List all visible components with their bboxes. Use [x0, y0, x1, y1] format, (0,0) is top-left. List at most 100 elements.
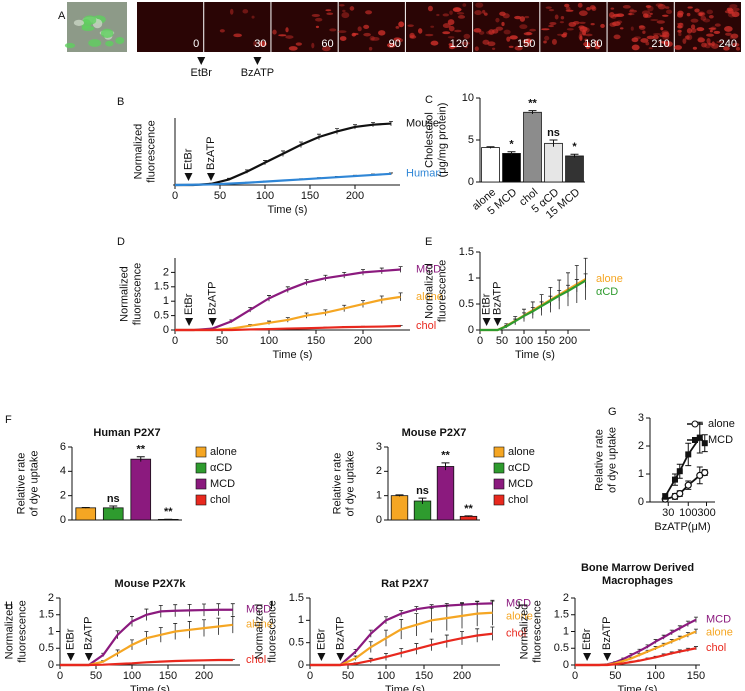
cell-signal: [541, 28, 550, 31]
x-axis-label: Time (s): [618, 684, 658, 691]
frame-time: 90: [389, 38, 401, 50]
cell-signal: [295, 42, 303, 46]
error-bar: [464, 515, 473, 517]
x-tick-label: 300: [697, 507, 715, 519]
series-line: [174, 172, 392, 187]
cell-signal: [242, 9, 249, 14]
cell-signal: [463, 33, 471, 39]
cell-signal: [495, 26, 504, 31]
cell-signal: [731, 11, 740, 18]
series-label: alone: [706, 627, 733, 639]
cell-signal: [272, 29, 277, 35]
x-tick-label: 100: [260, 335, 278, 347]
cell-signal: [727, 8, 734, 14]
cell-signal: [674, 45, 682, 50]
cell-signal: [696, 27, 705, 32]
cell-signal: [735, 46, 741, 51]
cell-signal: [645, 41, 650, 46]
cell-signal: [501, 21, 505, 27]
cell-signal: [560, 16, 565, 20]
cell-signal: [708, 27, 716, 30]
cell-signal: [702, 18, 711, 23]
cell-signal: [650, 18, 659, 21]
legend-marker: [692, 437, 698, 443]
legend-swatch: [493, 462, 505, 474]
y-tick-label: 2: [563, 592, 569, 604]
x-tick-label: 100: [515, 335, 533, 347]
cell-signal: [708, 14, 714, 19]
cell-signal: [315, 25, 320, 29]
series-line: [310, 632, 493, 667]
cell-signal: [321, 46, 331, 52]
y-axis-label: fluorescence: [16, 600, 28, 662]
error-bar: [528, 110, 537, 114]
series-label: MCD: [706, 614, 731, 626]
cell: [64, 42, 76, 49]
cell-signal: [622, 4, 631, 9]
point: [662, 493, 669, 500]
x-tick-label: 0: [172, 335, 178, 347]
error-bar: [395, 494, 404, 497]
x-tick-label: 200: [453, 670, 471, 682]
cell-signal: [619, 27, 624, 30]
chart-title: Bone Marrow Derived: [581, 562, 694, 574]
y-tick-label: 0.5: [459, 298, 474, 310]
cell-signal: [396, 38, 404, 43]
cell-signal: [656, 20, 666, 24]
error-bar: [109, 505, 118, 510]
cell-signal: [585, 43, 591, 50]
cell-signal: [349, 6, 355, 11]
cell-signal: [453, 7, 462, 12]
cell-signal: [461, 41, 470, 45]
panel-label: F: [5, 414, 12, 426]
cell-signal: [690, 28, 697, 33]
cell-signal: [652, 33, 662, 36]
cell-signal: [449, 10, 453, 15]
cell-signal: [731, 42, 740, 47]
cell-signal: [448, 25, 455, 32]
legend-swatch: [493, 494, 505, 506]
cell-signal: [584, 38, 588, 42]
marker-arrow: [207, 173, 215, 181]
series-label: MCD: [246, 604, 271, 616]
legend-marker: [691, 420, 699, 428]
y-tick-label: 1: [468, 272, 474, 284]
panel-label: J: [515, 600, 521, 612]
cell-signal: [475, 2, 484, 8]
frame-time: 180: [584, 38, 602, 50]
y-axis-label: of dye uptake: [28, 450, 40, 516]
cell-signal: [395, 25, 400, 29]
bar: [481, 147, 500, 183]
y-tick-label: 3: [376, 441, 382, 453]
point: [701, 469, 709, 477]
cell-signal: [634, 36, 641, 40]
cell-signal: [430, 25, 435, 28]
y-tick-label: 2: [376, 465, 382, 477]
x-axis-label: BzATP(μM): [654, 521, 710, 533]
legend-label: alone: [210, 446, 237, 458]
cell-signal: [627, 12, 635, 16]
y-axis-label: Relative rate: [331, 453, 343, 515]
cell-signal: [473, 28, 482, 33]
x-tick-label: 30: [662, 507, 674, 519]
frame: [137, 2, 204, 52]
marker-label: BzATP: [207, 282, 219, 315]
x-tick-label: 150: [307, 335, 325, 347]
x-tick-label: 50: [342, 670, 354, 682]
cell-signal: [253, 40, 257, 47]
y-tick-label: 0: [468, 176, 474, 188]
cell-signal: [700, 15, 707, 21]
cell-signal: [285, 35, 294, 39]
marker-label: BzATP: [334, 617, 346, 650]
cell-signal: [584, 33, 593, 37]
significance: *: [572, 141, 577, 153]
y-axis-label: Relative rate: [593, 429, 605, 491]
cell-signal: [610, 7, 615, 10]
cell-signal: [457, 15, 466, 19]
bar: [523, 111, 542, 183]
cell-signal: [589, 5, 596, 10]
cell-signal: [677, 29, 682, 33]
series-label: alone: [246, 619, 273, 631]
series-line: [575, 630, 697, 667]
cell-signal: [686, 27, 693, 34]
